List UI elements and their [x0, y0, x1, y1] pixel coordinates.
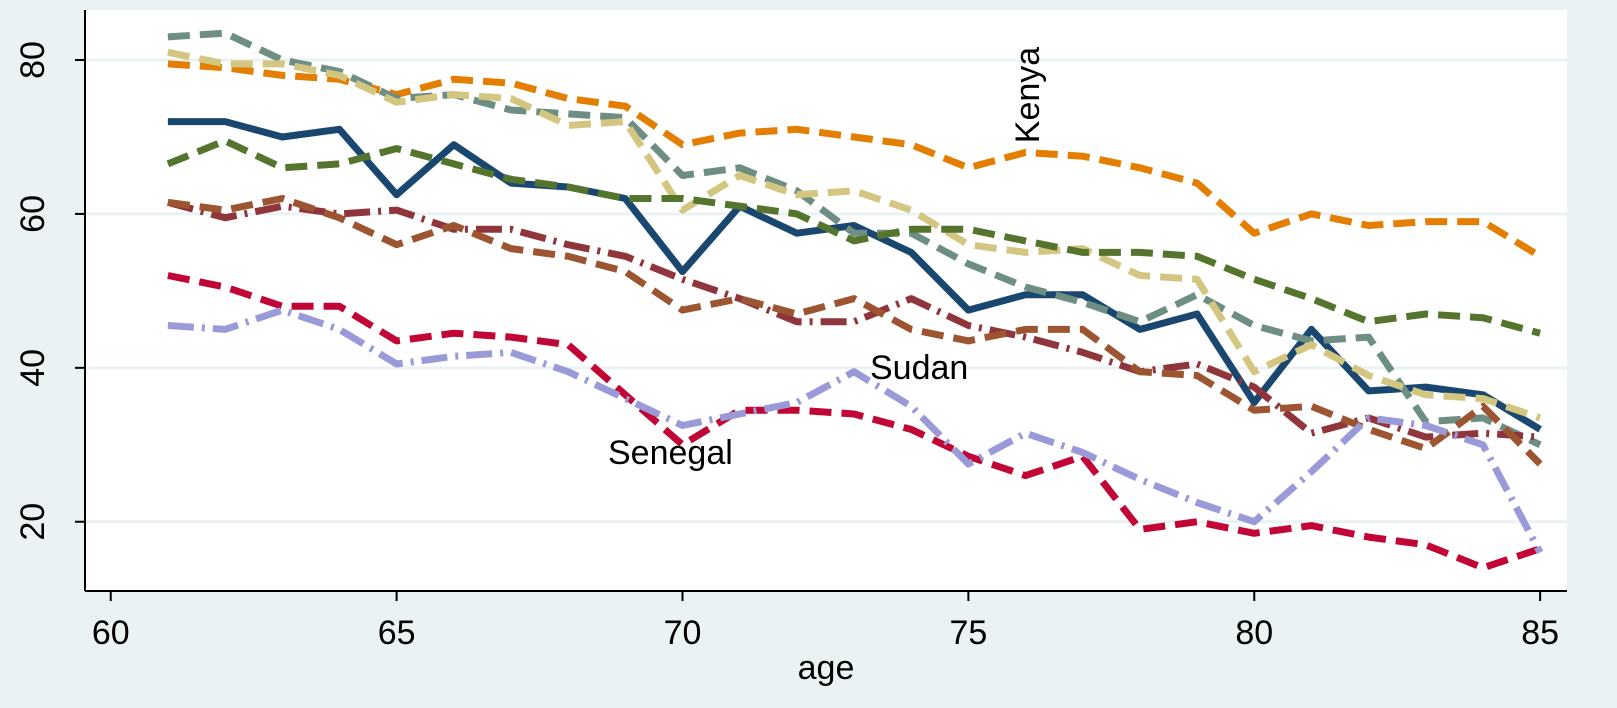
line-series	[167, 118, 1542, 433]
plot-area	[85, 10, 1567, 591]
x-axis-label: age	[798, 649, 855, 687]
x-tick-label: 75	[949, 614, 987, 652]
y-tick-label: 40	[14, 349, 52, 387]
y-tick-label: 60	[14, 195, 52, 233]
annotation: Kenya	[1009, 47, 1047, 143]
line-series	[167, 272, 1542, 572]
annotation: Senegal	[608, 434, 733, 472]
line-series	[167, 60, 1542, 260]
x-tick-label: 70	[664, 614, 702, 652]
line-series	[167, 306, 1544, 555]
x-tick-label: 80	[1235, 614, 1273, 652]
y-tick-label: 80	[14, 41, 52, 79]
y-tick-label: 20	[14, 503, 52, 541]
x-tick-label: 85	[1521, 614, 1559, 652]
line-series	[166, 199, 1541, 441]
line-series	[167, 48, 1542, 422]
x-tick-label: 60	[92, 614, 130, 652]
line-series	[166, 137, 1542, 337]
line-series	[167, 195, 1543, 467]
annotation: Sudan	[870, 349, 968, 387]
x-tick-label: 65	[378, 614, 416, 652]
